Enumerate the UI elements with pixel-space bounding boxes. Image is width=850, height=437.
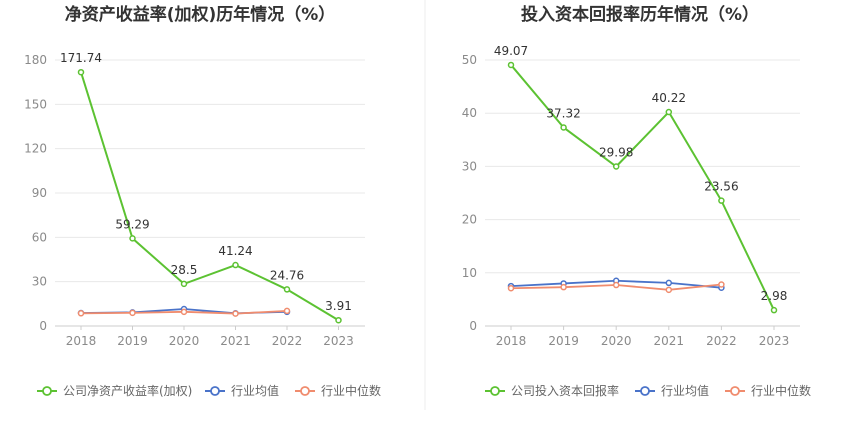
data-label: 40.22 — [652, 91, 686, 105]
data-point — [232, 261, 239, 269]
x-tick-label: 2019 — [117, 334, 148, 348]
data-point — [335, 316, 342, 324]
legend-swatch-marker — [210, 386, 220, 396]
data-label: 49.07 — [494, 44, 528, 58]
data-point — [77, 310, 85, 317]
data-point — [232, 310, 239, 317]
y-tick-label: 60 — [32, 230, 47, 244]
data-point — [180, 280, 188, 288]
legend-label: 公司净资产收益率(加权) — [63, 383, 192, 398]
data-point — [612, 281, 620, 289]
data-point — [665, 286, 673, 294]
y-tick-label: 0 — [469, 319, 477, 333]
x-tick-label: 2023 — [323, 334, 354, 348]
series-line — [510, 64, 775, 311]
x-tick-label: 2018 — [496, 334, 527, 348]
legend-swatch-marker — [300, 386, 310, 396]
data-point — [507, 284, 515, 292]
data-point — [129, 309, 136, 317]
x-tick-label: 2022 — [706, 334, 737, 348]
data-label: 37.32 — [546, 106, 580, 120]
data-label: 24.76 — [270, 268, 304, 282]
data-label: 59.29 — [115, 217, 149, 231]
data-point — [560, 283, 567, 291]
data-point — [718, 281, 725, 288]
legend-label: 行业中位数 — [751, 383, 811, 398]
series-line — [80, 71, 340, 322]
x-tick-label: 2022 — [272, 334, 303, 348]
data-point — [129, 235, 136, 242]
x-tick-label: 2021 — [654, 334, 685, 348]
x-tick-label: 2020 — [601, 334, 632, 348]
legend-label: 行业中位数 — [321, 383, 381, 398]
legend-swatch-marker — [490, 386, 500, 396]
legend-swatch-marker — [730, 386, 740, 396]
x-tick-label: 2023 — [759, 334, 790, 348]
y-tick-label: 150 — [24, 97, 47, 111]
y-tick-label: 30 — [32, 275, 47, 289]
legend-label: 公司投入资本回报率 — [511, 383, 619, 398]
y-tick-label: 90 — [32, 186, 47, 200]
data-point — [283, 286, 291, 293]
y-tick-label: 50 — [462, 53, 477, 67]
data-point — [560, 124, 567, 131]
y-tick-label: 40 — [462, 106, 477, 120]
data-point — [77, 68, 85, 76]
data-point — [665, 279, 673, 287]
x-tick-label: 2018 — [66, 334, 97, 348]
y-tick-label: 10 — [462, 266, 477, 280]
x-tick-label: 2019 — [548, 334, 579, 348]
data-label: 3.91 — [325, 299, 352, 313]
y-tick-label: 20 — [462, 213, 477, 227]
y-tick-label: 180 — [24, 53, 47, 67]
legend-label: 行业均值 — [661, 383, 709, 398]
data-point — [283, 307, 291, 315]
y-tick-label: 30 — [462, 159, 477, 173]
data-label: 171.74 — [60, 51, 102, 65]
data-point — [770, 306, 778, 314]
legend-label: 行业均值 — [231, 383, 279, 398]
data-point — [612, 163, 620, 170]
x-tick-label: 2021 — [220, 334, 251, 348]
y-tick-label: 120 — [24, 142, 47, 156]
data-point — [718, 197, 725, 204]
y-tick-label: 0 — [39, 319, 47, 333]
chart-title: 投入资本回报率历年情况（%） — [521, 4, 759, 25]
x-tick-label: 2020 — [169, 334, 200, 348]
data-label: 41.24 — [218, 244, 252, 258]
data-label: 29.98 — [599, 146, 633, 160]
data-label: 23.56 — [704, 180, 738, 194]
data-point — [180, 308, 188, 316]
data-label: 2.98 — [761, 289, 788, 303]
legend-swatch-marker — [42, 386, 52, 396]
legend-swatch-marker — [640, 386, 650, 396]
data-point — [665, 108, 673, 116]
data-point — [507, 61, 515, 69]
chart-title: 净资产收益率(加权)历年情况（%） — [65, 4, 336, 25]
data-label: 28.5 — [171, 263, 198, 277]
